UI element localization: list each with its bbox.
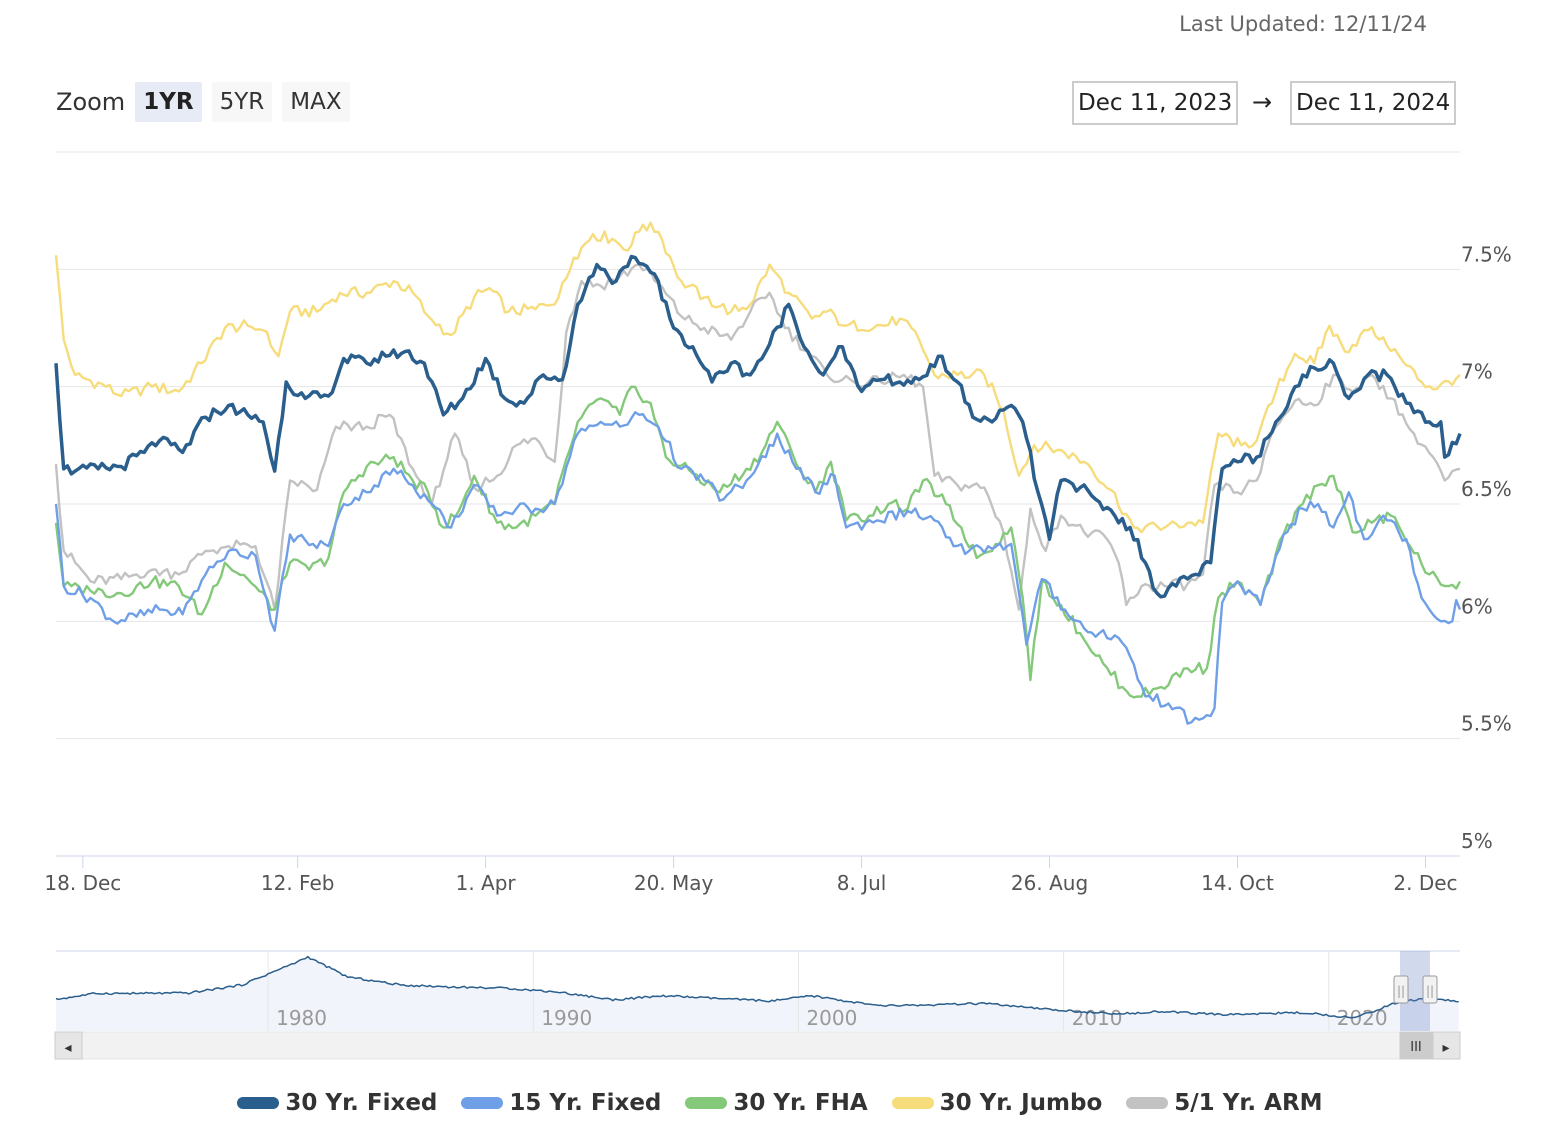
range-arrow-icon: → <box>1252 88 1273 116</box>
y-tick-label: 6.5% <box>1461 477 1512 501</box>
legend-label: 30 Yr. FHA <box>733 1090 868 1116</box>
x-tick-label: 26. Aug <box>1011 871 1088 895</box>
navigator-scrollbar[interactable]: ◂ III ▸ <box>54 1031 1461 1060</box>
scroll-right-arrow-icon: ▸ <box>1442 1040 1449 1056</box>
series-lines <box>54 221 1462 725</box>
grid-lines <box>56 151 1460 857</box>
navigator[interactable]: 19801990200020102020||||◂III▸ <box>54 950 1461 1060</box>
handle-body <box>1422 975 1438 1004</box>
handle-grip-icon: || <box>1426 984 1434 998</box>
scrollbar-grip-icon: III <box>1410 1040 1422 1055</box>
zoom-5yr-button[interactable]: 5YR <box>211 82 273 122</box>
y-axis-labels: 5% 5.5% 6% 6.5% 7% 7.5% <box>1461 242 1512 853</box>
navigator-left-handle[interactable]: || <box>1393 975 1409 1004</box>
x-tick-label: 8. Jul <box>837 871 887 895</box>
zoom-bar: Zoom 1YR 5YR MAX <box>56 82 360 122</box>
legend-label: 30 Yr. Jumbo <box>939 1090 1103 1116</box>
y-tick-label: 7% <box>1461 360 1493 384</box>
legend-item[interactable]: 15 Yr. Fixed <box>461 1090 661 1116</box>
x-tick-label: 1. Apr <box>456 871 517 895</box>
x-tick-label: 18. Dec <box>44 871 121 895</box>
legend-swatch <box>891 1097 934 1109</box>
handle-grip-icon: || <box>1397 984 1405 998</box>
scrollbar-right-button <box>1432 1031 1461 1060</box>
navigator-area <box>56 956 1459 1031</box>
y-tick-label: 5.5% <box>1461 712 1512 736</box>
scrollbar-left-button <box>54 1031 83 1060</box>
legend-swatch <box>1126 1097 1169 1109</box>
legend-item[interactable]: 30 Yr. Fixed <box>237 1090 437 1116</box>
navigator-year-label: 2010 <box>1072 1006 1123 1030</box>
x-axis: 18. Dec 12. Feb 1. Apr 20. May 8. Jul 26. Aug… <box>44 855 1460 895</box>
navigator-year-label: 1980 <box>276 1006 327 1030</box>
zoom-1yr-button[interactable]: 1YR <box>135 82 202 122</box>
series-line-15-yr-fixed <box>54 411 1462 725</box>
legend-swatch <box>461 1097 504 1109</box>
zoom-max-button[interactable]: MAX <box>282 82 350 122</box>
navigator-year-label: 1990 <box>541 1006 592 1030</box>
series-line-30-yr-fixed <box>54 254 1462 599</box>
range-to-input[interactable]: Dec 11, 2024 <box>1290 81 1457 125</box>
chart-legend: 30 Yr. Fixed 15 Yr. Fixed 30 Yr. FHA 30 Yr.… <box>0 1090 1560 1116</box>
x-tick-label: 14. Oct <box>1201 871 1274 895</box>
scroll-left-arrow-icon: ◂ <box>64 1040 71 1056</box>
legend-swatch <box>237 1097 280 1109</box>
scrollbar-track <box>54 1031 1461 1060</box>
y-tick-label: 5% <box>1461 829 1493 853</box>
handle-body <box>1393 975 1409 1004</box>
x-tick-label: 12. Feb <box>261 871 335 895</box>
legend-swatch <box>685 1097 728 1109</box>
legend-label: 5/1 Yr. ARM <box>1174 1090 1323 1116</box>
navigator-line <box>55 955 1459 1019</box>
legend-item[interactable]: 5/1 Yr. ARM <box>1126 1090 1323 1116</box>
range-from-input[interactable]: Dec 11, 2023 <box>1072 81 1239 125</box>
y-tick-label: 6% <box>1461 594 1493 618</box>
legend-label: 30 Yr. Fixed <box>285 1090 438 1116</box>
legend-item[interactable]: 30 Yr. FHA <box>685 1090 868 1116</box>
x-tick-label: 20. May <box>634 871 714 895</box>
series-line-30-yr-jumbo <box>54 221 1461 534</box>
navigator-right-handle[interactable]: || <box>1422 975 1438 1004</box>
zoom-label: Zoom <box>56 88 126 116</box>
navigator-mask <box>56 951 1400 1031</box>
last-updated-text: Last Updated: 12/11/24 <box>1179 12 1427 36</box>
scrollbar-thumb <box>1399 1031 1433 1060</box>
navigator-year-label: 2000 <box>806 1006 857 1030</box>
legend-label: 15 Yr. Fixed <box>509 1090 662 1116</box>
legend-item[interactable]: 30 Yr. Jumbo <box>891 1090 1103 1116</box>
y-tick-label: 7.5% <box>1461 242 1512 266</box>
series-line-5-1-yr-arm <box>54 263 1461 611</box>
x-tick-label: 2. Dec <box>1393 871 1457 895</box>
